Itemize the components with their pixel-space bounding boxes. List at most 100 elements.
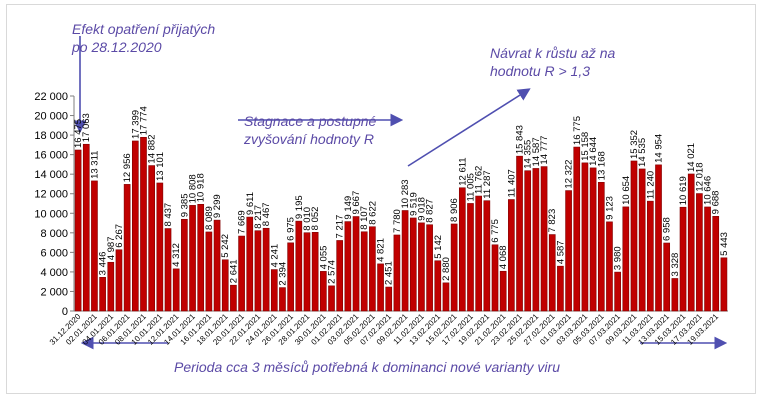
bar: [655, 164, 662, 312]
bar-value-label: 3 328: [670, 253, 681, 277]
bar-value-label: 14 882: [147, 134, 158, 163]
bar: [434, 260, 442, 312]
bar-value-label: 11 287: [482, 170, 493, 198]
y-tick-label: 14 000: [34, 169, 68, 181]
bar-value-label: 12 018: [694, 162, 705, 191]
bar-value-label: 7 669: [237, 210, 248, 234]
bar-value-label: 8 622: [367, 201, 378, 225]
y-tick-label: 18 000: [34, 130, 68, 142]
bar-value-label: 2 641: [228, 259, 239, 283]
bar-value-label: 7 823: [547, 209, 558, 233]
bar-value-label: 10 619: [678, 176, 689, 205]
annotation-efekt-text: Efekt opatření přijatých po 28.12.2020: [72, 21, 216, 55]
bar-value-label: 8 906: [449, 198, 460, 222]
arrow-diagonal-navrat: [407, 88, 531, 167]
bar: [336, 240, 344, 312]
bar-value-label: 17 774: [138, 106, 149, 135]
bar-value-label: 10 918: [196, 173, 207, 202]
bar-value-label: 4 987: [106, 236, 117, 260]
y-tick-label: 6 000: [40, 247, 68, 259]
bar: [581, 162, 589, 312]
bar: [189, 205, 196, 312]
bar: [82, 143, 90, 312]
bar-value-label: 14 535: [637, 138, 648, 167]
bar-value-label: 10 646: [703, 176, 714, 205]
bar: [458, 187, 466, 312]
y-tick-label: 20 000: [34, 111, 68, 123]
bar-value-label: 9 611: [245, 192, 256, 215]
bar: [303, 232, 311, 312]
bar: [565, 190, 572, 312]
bar: [287, 242, 294, 312]
bar: [328, 285, 335, 312]
bar-value-label: 11 762: [474, 166, 485, 194]
bar-value-label: 14 021: [686, 143, 697, 172]
bar-value-label: 9 195: [294, 195, 305, 219]
bar: [221, 259, 229, 312]
annotation-navrat-text: Návrat k růstu až na hodnotu R > 1,3: [490, 45, 616, 79]
bar-value-label: 6 958: [662, 217, 673, 241]
bar: [401, 210, 409, 312]
bar: [254, 230, 262, 312]
bar: [720, 257, 728, 312]
bar-value-label: 15 158: [580, 132, 591, 161]
bar-value-label: 13 311: [89, 151, 100, 179]
bar: [475, 195, 482, 312]
bar: [140, 136, 147, 312]
bar: [524, 170, 532, 312]
bar: [638, 168, 646, 312]
bar: [91, 180, 98, 312]
bar: [606, 221, 613, 312]
bar: [647, 200, 654, 312]
bar-value-label: 9 667: [351, 191, 362, 215]
bar: [679, 206, 687, 312]
x-tick-labels: 31.12.202002.01.202104.01.202106.01.2021…: [48, 312, 721, 347]
bars: [74, 136, 728, 312]
bar: [164, 228, 172, 312]
bar: [156, 182, 164, 312]
bar-value-label: 6 975: [286, 217, 297, 241]
bar: [131, 140, 139, 312]
y-tick-label: 8 000: [40, 228, 68, 240]
bar-value-label: 2 880: [441, 257, 452, 281]
bar-value-label: 8 107: [359, 206, 370, 230]
bar-value-label: 10 283: [400, 179, 411, 208]
bar-value-label: 11 407: [506, 169, 517, 197]
bar: [344, 221, 352, 312]
bar: [360, 231, 368, 312]
bar-value-label: 9 385: [179, 194, 190, 218]
bar-value-label: 8 052: [310, 207, 321, 231]
bar: [508, 199, 515, 312]
bar: [467, 203, 474, 312]
bar-value-label: 5 242: [220, 234, 231, 258]
bar-value-label: 13 101: [155, 152, 166, 181]
bar: [172, 268, 180, 312]
bar-value-label: 11 005: [465, 173, 476, 201]
bar: [393, 234, 401, 312]
bar-value-label: 4 821: [376, 238, 387, 262]
bar-value-label: 8 467: [261, 202, 272, 226]
bar: [352, 216, 360, 312]
bar-value-label: 8 089: [204, 206, 215, 230]
bar: [589, 167, 597, 312]
bar: [123, 184, 131, 312]
bar-value-label: 12 611: [457, 157, 468, 185]
bar: [295, 220, 303, 312]
bar: [197, 204, 205, 312]
bar-value-label: 4 068: [498, 245, 509, 269]
bar-value-label: 5 443: [719, 232, 730, 256]
bar: [687, 173, 695, 312]
bar: [614, 271, 621, 312]
bar-value-label: 14 954: [654, 134, 665, 163]
bar-value-label: 15 352: [629, 130, 640, 159]
annotation-stagnace-text: Stagnace a postupné zvyšování hodnoty R: [244, 113, 377, 147]
bar-value-label: 5 142: [433, 235, 444, 259]
bar: [483, 200, 491, 312]
bar: [712, 216, 720, 312]
bar: [622, 206, 630, 312]
bar-value-label: 14 587: [531, 137, 542, 166]
bar: [205, 231, 213, 312]
annotation-arrows: [73, 36, 728, 350]
bar-value-label: 6 775: [490, 219, 501, 243]
